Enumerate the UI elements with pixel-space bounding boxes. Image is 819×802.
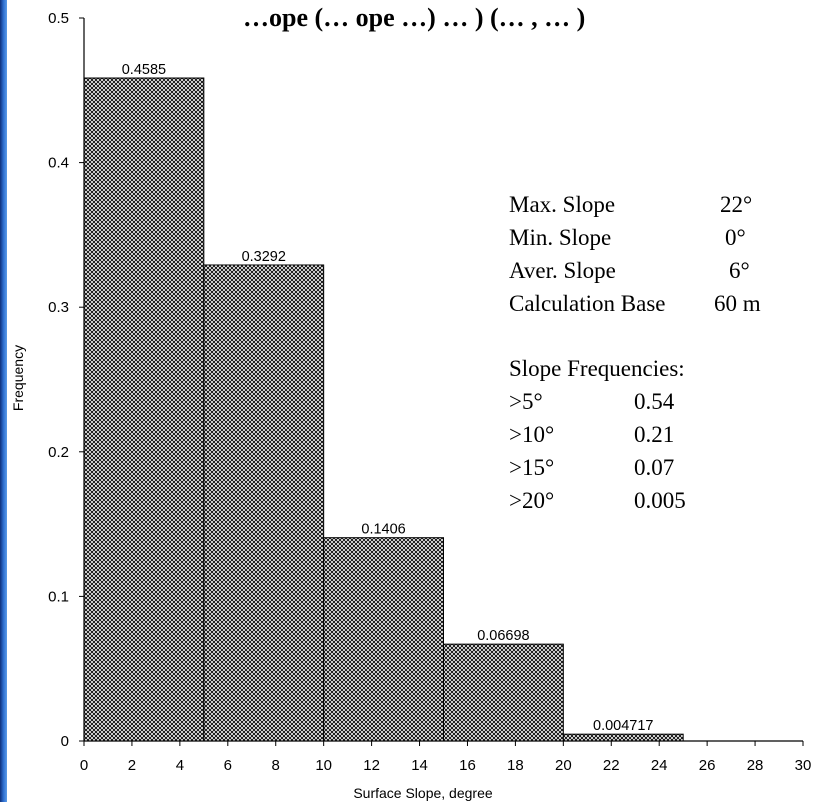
x-tick-label: 24 xyxy=(651,757,668,774)
bar-labels-group: 0.4585 0.3292 0.1406 0.06698 0.004717 xyxy=(122,62,654,734)
y-tick-label: 0.4 xyxy=(48,155,69,172)
y-tick-labels: 0 0.1 0.2 0.3 0.4 0.5 xyxy=(48,10,69,750)
bar-value-label-2: 0.1406 xyxy=(361,522,405,538)
x-tick-label: 4 xyxy=(176,757,184,774)
x-tick-label: 6 xyxy=(224,757,232,774)
freq-label-20: >20° xyxy=(509,488,554,513)
histogram-bar-4 xyxy=(562,733,684,742)
stat-value-min: 0° xyxy=(725,225,746,250)
x-tick-label: 30 xyxy=(795,757,812,774)
x-tick-label: 16 xyxy=(459,757,476,774)
stat-value-base: 60 m xyxy=(714,291,761,316)
stat-value-max: 22° xyxy=(720,192,752,217)
x-tick-label: 26 xyxy=(699,757,716,774)
y-tick-label: 0.3 xyxy=(48,299,69,316)
stat-label-base: Calculation Base xyxy=(509,291,666,316)
histogram-bar-3 xyxy=(443,643,564,742)
freq-value-15: 0.07 xyxy=(634,455,674,480)
y-tick-label: 0.1 xyxy=(48,588,69,605)
freq-value-5: 0.54 xyxy=(634,389,675,414)
freq-label-10: >10° xyxy=(509,422,554,447)
y-tick-label: 0.2 xyxy=(48,444,69,461)
bar-value-label-0: 0.4585 xyxy=(122,62,166,78)
y-tick-label: 0.5 xyxy=(48,10,69,27)
stat-label-aver: Aver. Slope xyxy=(509,258,616,283)
y-axis-title: Frequency xyxy=(10,345,26,411)
histogram-bar-0 xyxy=(83,77,205,742)
x-tick-label: 12 xyxy=(363,757,380,774)
bars-group xyxy=(83,77,684,742)
stat-value-aver: 6° xyxy=(729,258,750,283)
freq-label-5: >5° xyxy=(509,389,543,414)
freq-label-15: >15° xyxy=(509,455,554,480)
bar-value-label-3: 0.06698 xyxy=(477,628,529,644)
x-tick-label: 28 xyxy=(747,757,764,774)
chart-title: …ope (… ope …) … ) (… , … ) xyxy=(243,3,585,32)
stat-label-max: Max. Slope xyxy=(509,192,615,217)
left-edge-strip xyxy=(0,0,7,802)
x-tick-label: 14 xyxy=(411,757,428,774)
stat-label-min: Min. Slope xyxy=(509,225,611,250)
x-tick-labels: 0 2 4 6 8 10 12 14 16 18 20 22 24 26 28 30 xyxy=(80,757,812,774)
x-axis-title: Surface Slope, degree xyxy=(353,785,493,801)
x-tick-label: 20 xyxy=(555,757,572,774)
x-tick-label: 2 xyxy=(128,757,136,774)
freq-heading: Slope Frequencies: xyxy=(509,356,685,381)
y-tick-label: 0 xyxy=(61,733,69,750)
histogram-bar-2 xyxy=(323,537,444,742)
x-tick-label: 18 xyxy=(507,757,524,774)
x-tick-label: 22 xyxy=(603,757,620,774)
bar-value-label-4: 0.004717 xyxy=(593,718,653,734)
bar-value-label-1: 0.3292 xyxy=(242,249,286,265)
freq-value-10: 0.21 xyxy=(634,422,674,447)
x-tick-label: 10 xyxy=(315,757,332,774)
stats-panel: Max. Slope 22° Min. Slope 0° Aver. Slope… xyxy=(509,192,761,513)
x-tick-label: 0 xyxy=(80,757,88,774)
x-tick-label: 8 xyxy=(272,757,280,774)
freq-value-20: 0.005 xyxy=(634,488,686,513)
axes-group xyxy=(79,17,804,746)
histogram-bar-1 xyxy=(203,264,325,742)
